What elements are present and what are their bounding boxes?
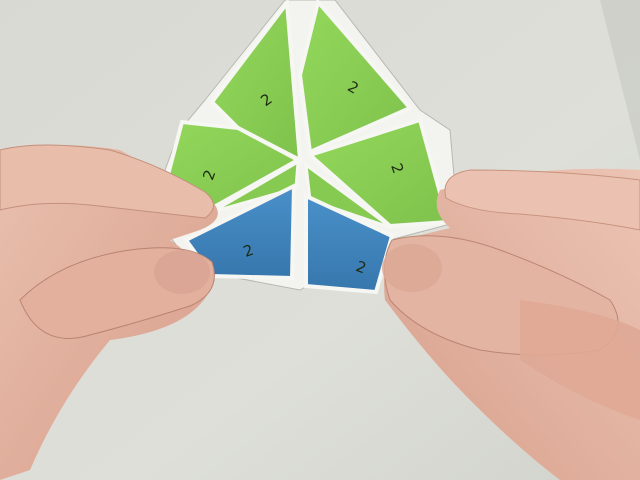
green-face-inner-right — [304, 161, 393, 230]
right-index-finger — [444, 169, 640, 231]
right-thumbnail — [382, 244, 442, 292]
left-hand — [0, 144, 218, 480]
green-face-inner-left — [211, 159, 300, 214]
table-shadow — [600, 0, 640, 160]
left-index-finger — [0, 144, 214, 219]
right-lower-fingers — [520, 300, 640, 420]
right-hand — [382, 168, 640, 480]
left-thumbnail — [154, 250, 210, 294]
green-face-top-right — [297, 0, 414, 155]
blue-face-right — [304, 192, 395, 295]
